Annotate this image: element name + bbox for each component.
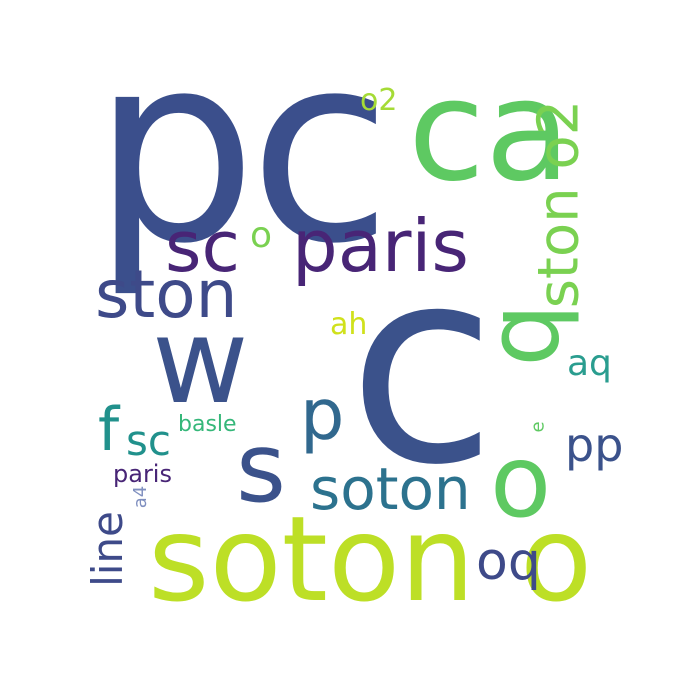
word-a4: a4: [130, 485, 152, 509]
word-soton-mid: soton: [310, 455, 471, 523]
word-ston-1: ston: [95, 256, 238, 333]
word-ah: ah: [330, 307, 368, 342]
word-o-small: o: [250, 215, 273, 256]
word-o-mid: o: [490, 423, 552, 540]
word-aq: aq: [567, 343, 612, 384]
word-f: f: [98, 395, 120, 465]
word-oq: oq: [476, 532, 541, 592]
word-line: line: [82, 511, 132, 587]
word-o2: o2: [360, 83, 398, 118]
word-basle: basle: [178, 412, 237, 437]
word-o-large: o: [520, 490, 593, 628]
word-e: e: [527, 421, 549, 433]
word-q: q: [464, 303, 582, 367]
word-c: c: [348, 209, 497, 524]
word-pp: pp: [565, 418, 624, 472]
word-paris-1: paris: [292, 204, 469, 288]
word-soton-large: soton: [148, 490, 475, 628]
word-paris-2: paris: [113, 460, 172, 488]
word-sc-1: sc: [165, 206, 240, 288]
word-p: p: [300, 374, 345, 456]
word-w: w: [152, 292, 249, 430]
word-s: s: [236, 412, 287, 524]
word-pc: pc: [92, 0, 392, 301]
word-ca: ca: [408, 50, 571, 213]
word-sc-2: sc: [126, 416, 171, 465]
word-ston-o2: ston o2: [526, 99, 592, 309]
